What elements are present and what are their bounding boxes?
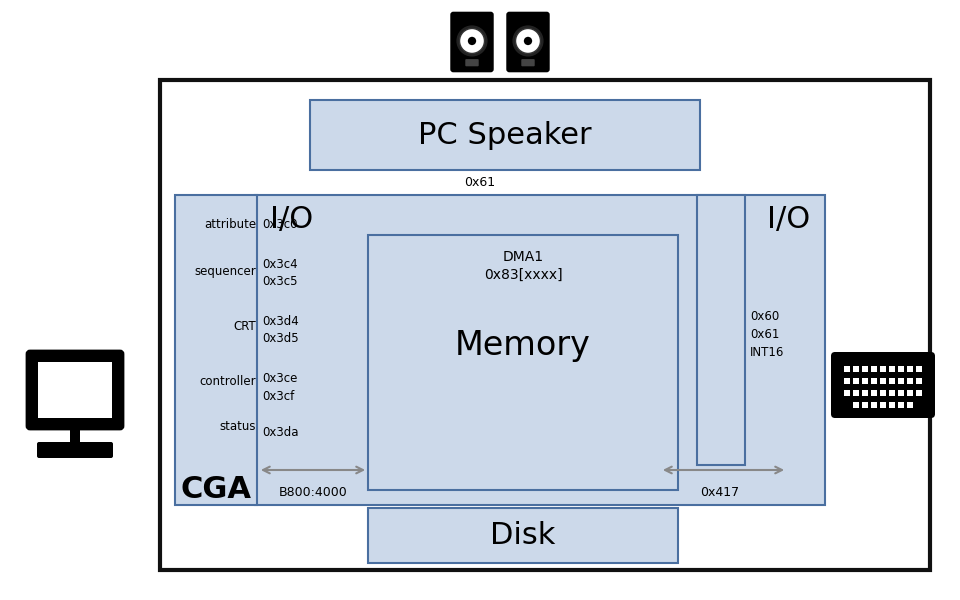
- Bar: [175, 195, 257, 505]
- Text: 0x83[xxxx]: 0x83[xxxx]: [484, 268, 563, 282]
- Text: 0x61: 0x61: [465, 175, 495, 188]
- Bar: [160, 80, 930, 570]
- Circle shape: [460, 28, 485, 53]
- Text: controller: controller: [200, 375, 256, 388]
- Circle shape: [516, 28, 540, 53]
- Bar: [368, 508, 678, 563]
- Bar: [871, 378, 877, 384]
- Bar: [853, 390, 859, 396]
- Text: 0x3c0: 0x3c0: [262, 218, 298, 231]
- Bar: [862, 390, 868, 396]
- Text: CGA: CGA: [180, 475, 252, 504]
- Bar: [889, 402, 895, 408]
- Bar: [862, 402, 868, 408]
- Text: sequencer: sequencer: [194, 265, 256, 278]
- Text: 0x3c4: 0x3c4: [262, 258, 298, 271]
- Bar: [70, 426, 80, 444]
- Text: 0x3cf: 0x3cf: [262, 390, 295, 403]
- Bar: [853, 378, 859, 384]
- Bar: [871, 366, 877, 372]
- Bar: [871, 390, 877, 396]
- Bar: [880, 402, 886, 408]
- Text: I/O: I/O: [767, 205, 810, 234]
- FancyBboxPatch shape: [831, 352, 935, 418]
- Text: status: status: [220, 420, 256, 433]
- Text: attribute: attribute: [204, 218, 256, 231]
- Text: 0x61: 0x61: [750, 328, 780, 341]
- Bar: [844, 378, 850, 384]
- Bar: [907, 402, 913, 408]
- Text: INT16: INT16: [750, 346, 784, 359]
- Text: PC Speaker: PC Speaker: [419, 121, 591, 149]
- Bar: [907, 378, 913, 384]
- FancyBboxPatch shape: [466, 59, 479, 66]
- Bar: [907, 366, 913, 372]
- Bar: [898, 378, 904, 384]
- FancyBboxPatch shape: [27, 351, 123, 429]
- Bar: [368, 235, 678, 490]
- Bar: [916, 390, 922, 396]
- Bar: [880, 366, 886, 372]
- Text: 0x3d4: 0x3d4: [262, 315, 299, 328]
- Bar: [853, 366, 859, 372]
- Bar: [916, 378, 922, 384]
- Bar: [844, 366, 850, 372]
- Text: I/O: I/O: [270, 205, 313, 234]
- Bar: [853, 402, 859, 408]
- Bar: [255, 195, 825, 505]
- Text: Disk: Disk: [491, 520, 556, 550]
- Bar: [889, 390, 895, 396]
- Bar: [38, 362, 112, 418]
- Bar: [862, 366, 868, 372]
- FancyBboxPatch shape: [37, 442, 113, 458]
- Bar: [844, 390, 850, 396]
- Bar: [310, 100, 700, 170]
- Text: 0x3c5: 0x3c5: [262, 275, 298, 288]
- Text: Memory: Memory: [455, 329, 591, 361]
- Circle shape: [513, 25, 543, 56]
- Bar: [889, 366, 895, 372]
- Bar: [916, 366, 922, 372]
- Text: CRT: CRT: [233, 320, 256, 333]
- Circle shape: [468, 37, 476, 45]
- Circle shape: [456, 25, 488, 56]
- Bar: [880, 390, 886, 396]
- Text: 0x3ce: 0x3ce: [262, 372, 298, 385]
- FancyBboxPatch shape: [506, 11, 550, 72]
- Bar: [898, 402, 904, 408]
- Text: 0x3da: 0x3da: [262, 426, 299, 439]
- Bar: [880, 378, 886, 384]
- Bar: [697, 195, 745, 465]
- Text: 0x60: 0x60: [750, 310, 780, 323]
- Bar: [898, 366, 904, 372]
- Bar: [889, 378, 895, 384]
- Bar: [862, 378, 868, 384]
- Text: 0x417: 0x417: [701, 486, 739, 499]
- Text: 0x3d5: 0x3d5: [262, 332, 299, 345]
- Circle shape: [524, 37, 532, 45]
- Bar: [898, 390, 904, 396]
- Bar: [907, 390, 913, 396]
- Text: DMA1: DMA1: [502, 250, 543, 264]
- FancyBboxPatch shape: [521, 59, 535, 66]
- Bar: [871, 402, 877, 408]
- FancyBboxPatch shape: [450, 11, 493, 72]
- Text: B800:4000: B800:4000: [278, 486, 348, 499]
